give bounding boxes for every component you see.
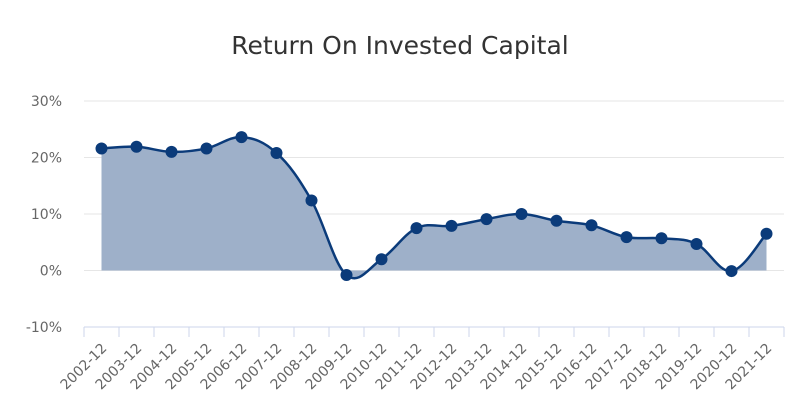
y-tick-label: 0% (40, 264, 62, 280)
area-layer (101, 135, 768, 280)
data-point[interactable] (305, 194, 318, 207)
x-axis: 2002-122003-122004-122005-122006-122007-… (58, 326, 785, 393)
data-point[interactable] (725, 265, 738, 278)
y-axis-ticks: -10% 0% 10% 20% 30% (26, 94, 62, 336)
data-point[interactable] (445, 219, 458, 232)
y-tick-label: 20% (31, 151, 62, 167)
data-point[interactable] (550, 214, 563, 227)
data-point[interactable] (95, 142, 108, 155)
data-point[interactable] (760, 227, 773, 240)
data-point[interactable] (270, 146, 283, 159)
data-point[interactable] (480, 213, 493, 226)
data-point[interactable] (200, 142, 213, 155)
data-point[interactable] (375, 253, 388, 266)
data-point[interactable] (585, 219, 598, 232)
data-point[interactable] (410, 222, 423, 235)
data-point[interactable] (620, 231, 633, 244)
chart-title: Return On Invested Capital (231, 31, 568, 60)
markers (95, 131, 773, 282)
data-point[interactable] (235, 131, 248, 144)
y-tick-label: 10% (31, 207, 62, 223)
data-point[interactable] (655, 232, 668, 245)
data-point[interactable] (165, 145, 178, 158)
y-tick-label: 30% (31, 94, 62, 110)
series-area (101, 137, 767, 279)
data-point[interactable] (130, 140, 143, 153)
data-point[interactable] (690, 237, 703, 250)
y-tick-label: -10% (26, 320, 62, 336)
data-point[interactable] (340, 269, 353, 282)
data-point[interactable] (515, 208, 528, 220)
